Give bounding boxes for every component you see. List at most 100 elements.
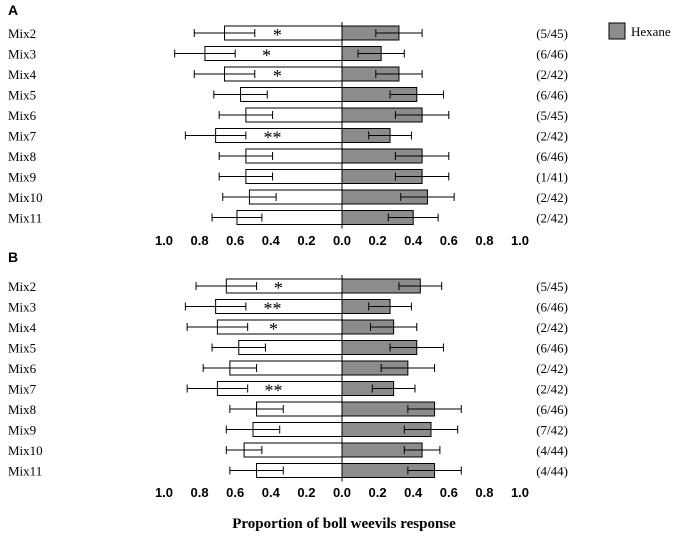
legend-swatch-hexane (608, 22, 626, 40)
category-label: Mix7 (8, 382, 37, 397)
x-tick-label: 1.0 (155, 233, 173, 248)
category-label: Mix9 (8, 170, 36, 185)
category-label: Mix2 (8, 26, 36, 41)
significance-marker: * (273, 66, 282, 86)
panel-a: A Mix2 * (5/45) Mix3 * (6/46) Mix4 * (2/42) Mix5 (6… (8, 2, 568, 248)
category-label: Mix10 (8, 443, 43, 458)
significance-marker: * (274, 278, 283, 298)
bar-row: Mix5 (6/46) (8, 340, 568, 356)
bar-row: Mix8 (6/46) (8, 401, 568, 417)
bar-row: Mix8 (6/46) (8, 148, 568, 164)
bar-row: Mix10 (2/42) (8, 189, 568, 205)
count-label: (6/46) (536, 47, 568, 62)
bar-row: Mix4 * (2/42) (8, 319, 568, 339)
x-tick-label: 0.8 (475, 485, 493, 500)
count-label: (2/42) (536, 190, 568, 205)
panel-label: B (8, 249, 18, 265)
panels: A Mix2 * (5/45) Mix3 * (6/46) Mix4 * (2/42) Mix5 (6… (8, 2, 568, 500)
bar-row: Mix3 * (6/46) (8, 46, 568, 66)
count-label: (4/44) (536, 443, 568, 458)
count-label: (4/44) (536, 464, 568, 479)
significance-marker: * (269, 319, 278, 339)
x-tick-label: 1.0 (511, 485, 529, 500)
x-tick-label: 1.0 (155, 485, 173, 500)
significance-marker: ** (263, 299, 281, 319)
bar-row: Mix2 * (5/45) (8, 278, 568, 298)
category-label: Mix5 (8, 341, 36, 356)
count-label: (2/42) (536, 382, 568, 397)
x-tick-label: 0.4 (404, 233, 423, 248)
significance-marker: * (273, 25, 282, 45)
bar-row: Mix9 (1/41) (8, 169, 568, 185)
bar-row: Mix10 (4/44) (8, 442, 568, 458)
category-label: Mix10 (8, 190, 43, 205)
bar-row: Mix2 * (5/45) (8, 25, 568, 45)
x-tick-label: 0.4 (404, 485, 423, 500)
bar-row: Mix7 ** (2/42) (8, 128, 568, 148)
bar-row: Mix11 (4/44) (8, 463, 568, 479)
category-label: Mix2 (8, 279, 36, 294)
category-label: Mix7 (8, 129, 37, 144)
x-tick-label: 0.2 (369, 233, 387, 248)
category-label: Mix6 (8, 108, 37, 123)
x-tick-label: 0.8 (191, 233, 209, 248)
count-label: (2/42) (536, 361, 568, 376)
category-label: Mix8 (8, 402, 36, 417)
panel-label: A (8, 2, 18, 18)
x-tick-label: 0.0 (333, 485, 351, 500)
count-label: (1/41) (536, 170, 568, 185)
count-label: (6/46) (536, 149, 568, 164)
x-tick-label: 0.2 (369, 485, 387, 500)
count-label: (2/42) (536, 320, 568, 335)
count-label: (2/42) (536, 211, 568, 226)
bar-row: Mix5 (6/46) (8, 87, 568, 103)
x-tick-label: 0.6 (226, 233, 244, 248)
category-label: Mix8 (8, 149, 36, 164)
x-tick-label: 0.6 (440, 485, 458, 500)
bar-row: Mix7 ** (2/42) (8, 381, 568, 401)
category-label: Mix3 (8, 300, 36, 315)
count-label: (6/46) (536, 300, 568, 315)
significance-marker: * (262, 46, 271, 66)
category-label: Mix4 (8, 67, 37, 82)
legend: Hexane (608, 22, 671, 40)
x-tick-label: 0.2 (297, 485, 315, 500)
category-label: Mix6 (8, 361, 37, 376)
x-tick-label: 1.0 (511, 233, 529, 248)
count-label: (6/46) (536, 341, 568, 356)
x-tick-label: 0.4 (262, 233, 281, 248)
x-tick-label: 0.2 (297, 233, 315, 248)
count-label: (7/42) (536, 423, 568, 438)
count-label: (5/45) (536, 279, 568, 294)
significance-marker: ** (263, 128, 281, 148)
x-tick-label: 0.4 (262, 485, 281, 500)
category-label: Mix3 (8, 47, 36, 62)
category-label: Mix9 (8, 423, 36, 438)
x-tick-label: 0.8 (191, 485, 209, 500)
count-label: (6/46) (536, 402, 568, 417)
x-tick-label: 0.6 (440, 233, 458, 248)
count-label: (2/42) (536, 67, 568, 82)
x-tick-label: 0.8 (475, 233, 493, 248)
x-tick-label: 0.6 (226, 485, 244, 500)
bar-row: Mix6 (5/45) (8, 107, 568, 123)
category-label: Mix11 (8, 211, 42, 226)
bar-row: Mix3 ** (6/46) (8, 299, 568, 319)
x-tick-label: 0.0 (333, 233, 351, 248)
panel-b: B Mix2 * (5/45) Mix3 ** (6/46) Mix4 * (2/42) Mix5 (… (8, 249, 568, 500)
legend-label-hexane: Hexane (631, 24, 671, 39)
count-label: (6/46) (536, 88, 568, 103)
bar-row: Mix9 (7/42) (8, 422, 568, 438)
count-label: (5/45) (536, 108, 568, 123)
category-label: Mix4 (8, 320, 37, 335)
count-label: (2/42) (536, 129, 568, 144)
category-label: Mix5 (8, 88, 36, 103)
category-label: Mix11 (8, 464, 42, 479)
significance-marker: ** (264, 381, 282, 401)
x-axis-title: Proportion of boll weevils response (232, 516, 456, 532)
bar-row: Mix4 * (2/42) (8, 66, 568, 86)
bar-row: Mix6 (2/42) (8, 360, 568, 376)
count-label: (5/45) (536, 26, 568, 41)
bar-row: Mix11 (2/42) (8, 210, 568, 226)
